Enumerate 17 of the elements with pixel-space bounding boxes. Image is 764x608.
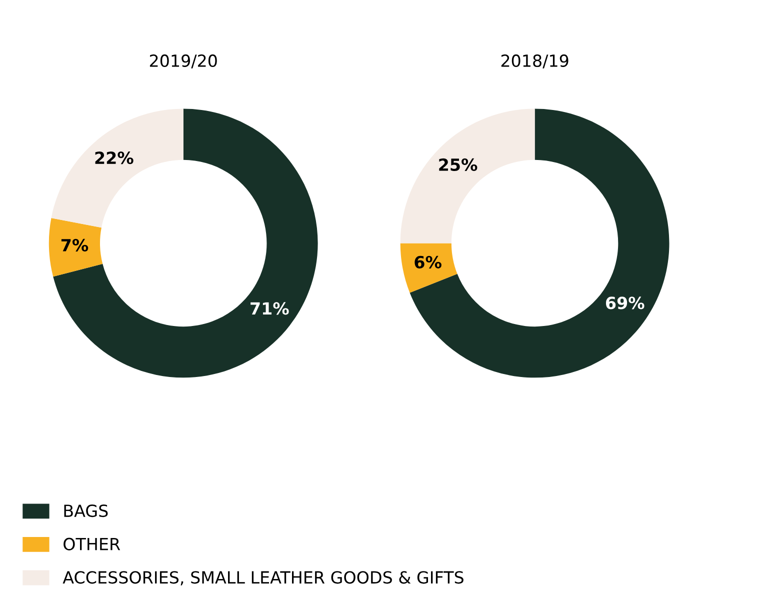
data-label: 7% bbox=[61, 238, 88, 252]
data-label: 25% bbox=[439, 158, 478, 172]
donut-slice bbox=[400, 243, 458, 293]
data-label: 69% bbox=[606, 296, 644, 310]
donut-slice bbox=[53, 108, 318, 378]
legend-label: OTHER bbox=[64, 538, 120, 550]
data-label: 71% bbox=[250, 302, 289, 315]
data-label: 22% bbox=[95, 152, 134, 164]
donut-slice bbox=[48, 218, 103, 277]
donut-slice bbox=[410, 108, 670, 378]
donut-slice bbox=[400, 108, 535, 244]
legend-label: BAGS bbox=[64, 504, 108, 518]
chart-title: 2018/19 bbox=[501, 54, 568, 68]
data-label: 6% bbox=[414, 256, 442, 268]
donut-slice bbox=[51, 108, 184, 228]
chart-title: 2019/20 bbox=[150, 54, 217, 68]
legend-label: ACCESSORIES, SMALL LEATHER GOODS & GIFTS bbox=[62, 571, 464, 586]
